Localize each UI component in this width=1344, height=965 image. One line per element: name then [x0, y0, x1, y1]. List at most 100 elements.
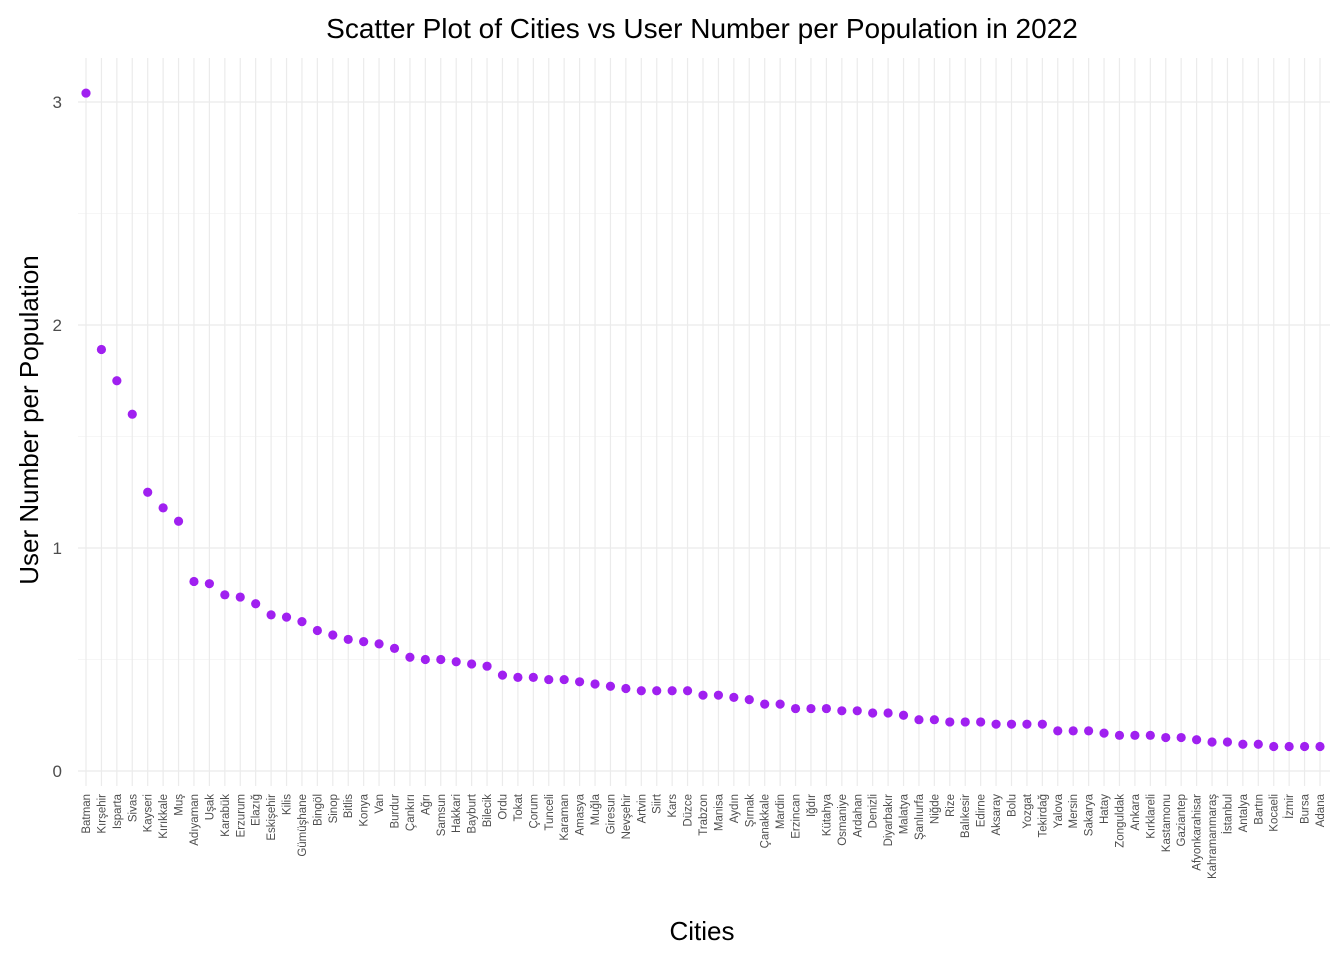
- data-point: [497, 670, 508, 680]
- x-tick-label: Kilis: [282, 794, 294, 815]
- data-point: [590, 679, 600, 689]
- data-point: [482, 661, 492, 671]
- data-point: [312, 625, 322, 636]
- data-point: [868, 708, 878, 718]
- x-tick-label: Bayburt: [467, 793, 479, 833]
- data-point: [127, 409, 137, 419]
- x-tick-label: Kahramanmaraş: [1207, 794, 1219, 879]
- data-point: [374, 639, 384, 649]
- x-tick-label: Zonguldak: [1114, 794, 1126, 848]
- x-tick-label: Yalova: [1053, 793, 1065, 828]
- data-point: [883, 708, 893, 718]
- data-point: [266, 610, 276, 620]
- x-tick-label: Kastamonu: [1161, 794, 1173, 852]
- data-point: [1084, 726, 1094, 736]
- x-tick-label: Gümüşhane: [297, 794, 309, 857]
- data-point: [744, 695, 754, 705]
- x-tick-label: Yozgat: [1022, 793, 1034, 829]
- data-point: [652, 686, 662, 696]
- data-point: [389, 643, 400, 653]
- x-tick-label: Gaziantep: [1176, 794, 1188, 846]
- data-point: [143, 487, 153, 497]
- x-tick-label: Ordu: [497, 794, 509, 820]
- x-tick-label: Şırnak: [744, 794, 756, 827]
- data-point: [281, 612, 292, 622]
- x-tick-label: Şanlıurfa: [914, 793, 926, 840]
- x-tick-label: Düzce: [683, 794, 695, 827]
- x-tick-label: Kayseri: [143, 794, 155, 832]
- x-tick-label: Sivas: [127, 794, 139, 822]
- x-tick-label: Ankara: [1130, 793, 1142, 830]
- x-tick-label: Erzincan: [791, 794, 803, 839]
- x-tick-label: Uşak: [204, 794, 216, 820]
- data-point: [112, 376, 122, 386]
- x-tick-label: Aydın: [729, 794, 741, 823]
- data-point: [621, 683, 631, 694]
- x-tick-label: Bolu: [1007, 794, 1019, 817]
- data-point: [960, 717, 970, 727]
- x-tick-label: Antalya: [1238, 793, 1250, 832]
- x-tick-label: Iğdır: [806, 794, 818, 817]
- data-point: [1114, 730, 1125, 740]
- x-tick-label: Çankırı: [405, 794, 417, 831]
- x-tick-label: Bitlis: [343, 794, 355, 819]
- data-point: [1099, 728, 1109, 738]
- data-point: [575, 677, 585, 687]
- data-point: [898, 710, 909, 720]
- x-tick-label: Malatya: [899, 793, 911, 834]
- data-point: [806, 703, 816, 714]
- data-point: [775, 699, 785, 709]
- data-point: [405, 652, 415, 662]
- x-tick-label: Artvin: [636, 794, 648, 823]
- x-tick-label: Mardin: [775, 794, 787, 829]
- data-point: [189, 576, 199, 587]
- x-axis-ticks: Batman Kırşehir Isparta Sivas Kayseri Kırıkka…: [81, 793, 1327, 879]
- data-point: [436, 654, 446, 665]
- x-tick-label: Kocaeli: [1269, 794, 1281, 832]
- x-tick-label: Ardahan: [852, 794, 864, 837]
- x-tick-label: Karaman: [559, 794, 571, 841]
- x-tick-label: Adıyaman: [189, 794, 201, 846]
- x-tick-label: Aksaray: [991, 794, 1003, 836]
- data-point: [1068, 726, 1078, 736]
- y-axis-title: User Number per Population: [14, 255, 44, 585]
- x-tick-label: Edirne: [976, 794, 988, 827]
- data-point: [1284, 741, 1294, 752]
- data-point: [1238, 739, 1248, 749]
- data-point: [1006, 719, 1017, 729]
- data-point: [1207, 737, 1217, 747]
- data-point: [991, 719, 1001, 729]
- data-point: [713, 690, 724, 700]
- data-point: [328, 630, 338, 640]
- data-point: [544, 674, 554, 685]
- x-tick-label: Konya: [359, 793, 371, 826]
- x-tick-label: Kütahya: [821, 793, 833, 836]
- x-tick-label: Batman: [81, 794, 93, 834]
- data-point: [467, 659, 477, 669]
- data-point: [297, 616, 307, 627]
- data-point: [1053, 726, 1063, 736]
- y-axis-ticks: 0 1 2 3: [53, 93, 62, 781]
- data-point: [1269, 741, 1279, 752]
- x-tick-label: Sakarya: [1084, 793, 1096, 836]
- x-tick-label: Balıkesir: [960, 794, 972, 838]
- data-point: [451, 657, 461, 667]
- x-tick-label: Bartın: [1253, 794, 1265, 825]
- x-tick-label: Giresun: [605, 794, 617, 834]
- x-tick-label: Elazığ: [251, 794, 263, 826]
- x-tick-label: Hakkari: [451, 794, 463, 833]
- data-point: [173, 516, 184, 526]
- x-tick-label: Erzurum: [235, 794, 247, 837]
- x-tick-label: Kars: [667, 794, 679, 818]
- x-tick-label: Bursa: [1300, 793, 1312, 824]
- data-point: [976, 717, 986, 727]
- data-point: [1161, 732, 1171, 743]
- data-point: [343, 634, 353, 645]
- x-tick-label: Manisa: [713, 793, 725, 831]
- x-tick-label: Ağrı: [420, 794, 432, 815]
- data-point: [852, 706, 862, 716]
- data-point: [528, 672, 538, 682]
- y-tick-label: 2: [53, 316, 62, 335]
- x-tick-label: Sinop: [328, 794, 340, 823]
